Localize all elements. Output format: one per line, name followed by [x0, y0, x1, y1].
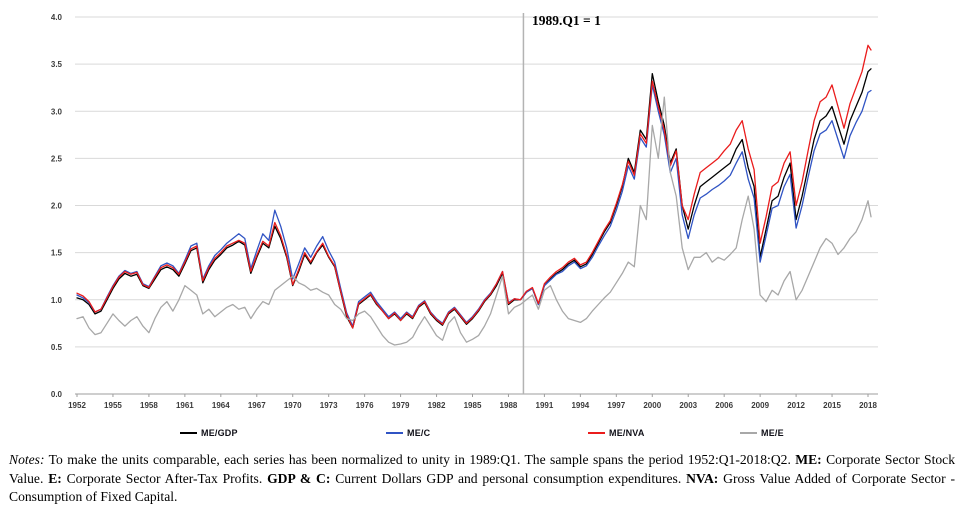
y-axis-tick-label: 0.0 — [51, 390, 63, 399]
x-axis-tick-label: 1982 — [428, 401, 446, 410]
y-axis-tick-label: 3.0 — [51, 107, 63, 116]
notes-segment: Notes: — [9, 452, 45, 467]
notes-segment: E: — [48, 470, 62, 486]
notes-segment: GDP & C: — [267, 470, 331, 486]
series-line-me-e — [76, 96, 872, 346]
legend-item-me-gdp: ME/GDP — [180, 426, 238, 440]
y-axis-tick-label: 2.5 — [51, 154, 63, 163]
x-axis-tick-label: 1979 — [392, 401, 410, 410]
x-axis-tick-label: 1988 — [500, 401, 518, 410]
x-axis-tick-label: 2003 — [679, 401, 697, 410]
x-axis-tick-label: 1958 — [140, 401, 158, 410]
notes-segment: Corporate Sector After-Tax Profits. — [61, 470, 268, 486]
reference-line-annotation: 1989.Q1 = 1 — [532, 13, 601, 28]
x-axis-tick-label: 2000 — [643, 401, 661, 410]
x-axis-tick-label: 1973 — [320, 401, 338, 410]
legend-label-me-nva: ME/NVA — [609, 428, 645, 438]
legend-swatch-me-c — [386, 432, 403, 434]
notes-segment: Gross Value Added of Corporate Sector - … — [9, 470, 955, 505]
x-axis-tick-label: 2006 — [715, 401, 733, 410]
y-axis-tick-label: 2.0 — [51, 202, 63, 211]
x-axis-tick-label: 2012 — [787, 401, 805, 410]
legend-swatch-me-nva — [588, 432, 605, 434]
x-axis-tick-label: 1967 — [248, 401, 266, 410]
legend-item-me-nva: ME/NVA — [588, 426, 645, 440]
legend-label-me-e: ME/E — [761, 428, 784, 438]
x-axis-tick-label: 1964 — [212, 401, 230, 410]
x-axis-tick-label: 1955 — [104, 401, 122, 410]
figure-notes: Notes: To make the units comparable, eac… — [9, 451, 955, 507]
notes-segment: Current Dollars GDP and personal consump… — [330, 470, 687, 486]
chart-plot: 1952 1955 1958 1961 1964 1967 1970 1973 1976 1979… — [51, 13, 878, 410]
y-axis-tick-label: 4.0 — [51, 13, 63, 22]
legend-item-me-e: ME/E — [740, 426, 784, 440]
x-axis-tick-label: 2015 — [823, 401, 841, 410]
legend-swatch-me-gdp — [180, 432, 197, 434]
legend-swatch-me-e — [740, 432, 757, 434]
x-axis-tick-label: 2009 — [751, 401, 769, 410]
x-axis-tick-label: 1952 — [68, 401, 86, 410]
x-axis-tick-label: 1985 — [464, 401, 482, 410]
x-axis-tick-label: 1961 — [176, 401, 194, 410]
x-axis-tick-label: 2018 — [859, 401, 877, 410]
legend-label-me-gdp: ME/GDP — [201, 428, 238, 438]
x-axis-tick-label: 1997 — [607, 401, 625, 410]
legend-item-me-c: ME/C — [386, 426, 430, 440]
series-line-me-nva — [76, 44, 872, 329]
x-axis-tick-label: 1991 — [536, 401, 554, 410]
y-axis-tick-label: 1.5 — [51, 249, 63, 258]
y-axis-tick-label: 1.0 — [51, 296, 63, 305]
series-line-me-gdp — [76, 68, 872, 329]
x-axis-tick-label: 1970 — [284, 401, 302, 410]
x-axis-tick-label: 1994 — [571, 401, 589, 410]
notes-segment: Corporate Sector Stock Value. — [9, 452, 955, 486]
notes-segment: ME: — [795, 452, 822, 467]
notes-segment: NVA: — [686, 470, 719, 486]
y-axis-tick-label: 3.5 — [51, 60, 63, 69]
legend-label-me-c: ME/C — [407, 428, 431, 438]
notes-segment: To make the units comparable, each serie… — [44, 452, 796, 467]
x-axis-tick-label: 1976 — [356, 401, 374, 410]
y-axis-tick-label: 0.5 — [51, 343, 63, 352]
